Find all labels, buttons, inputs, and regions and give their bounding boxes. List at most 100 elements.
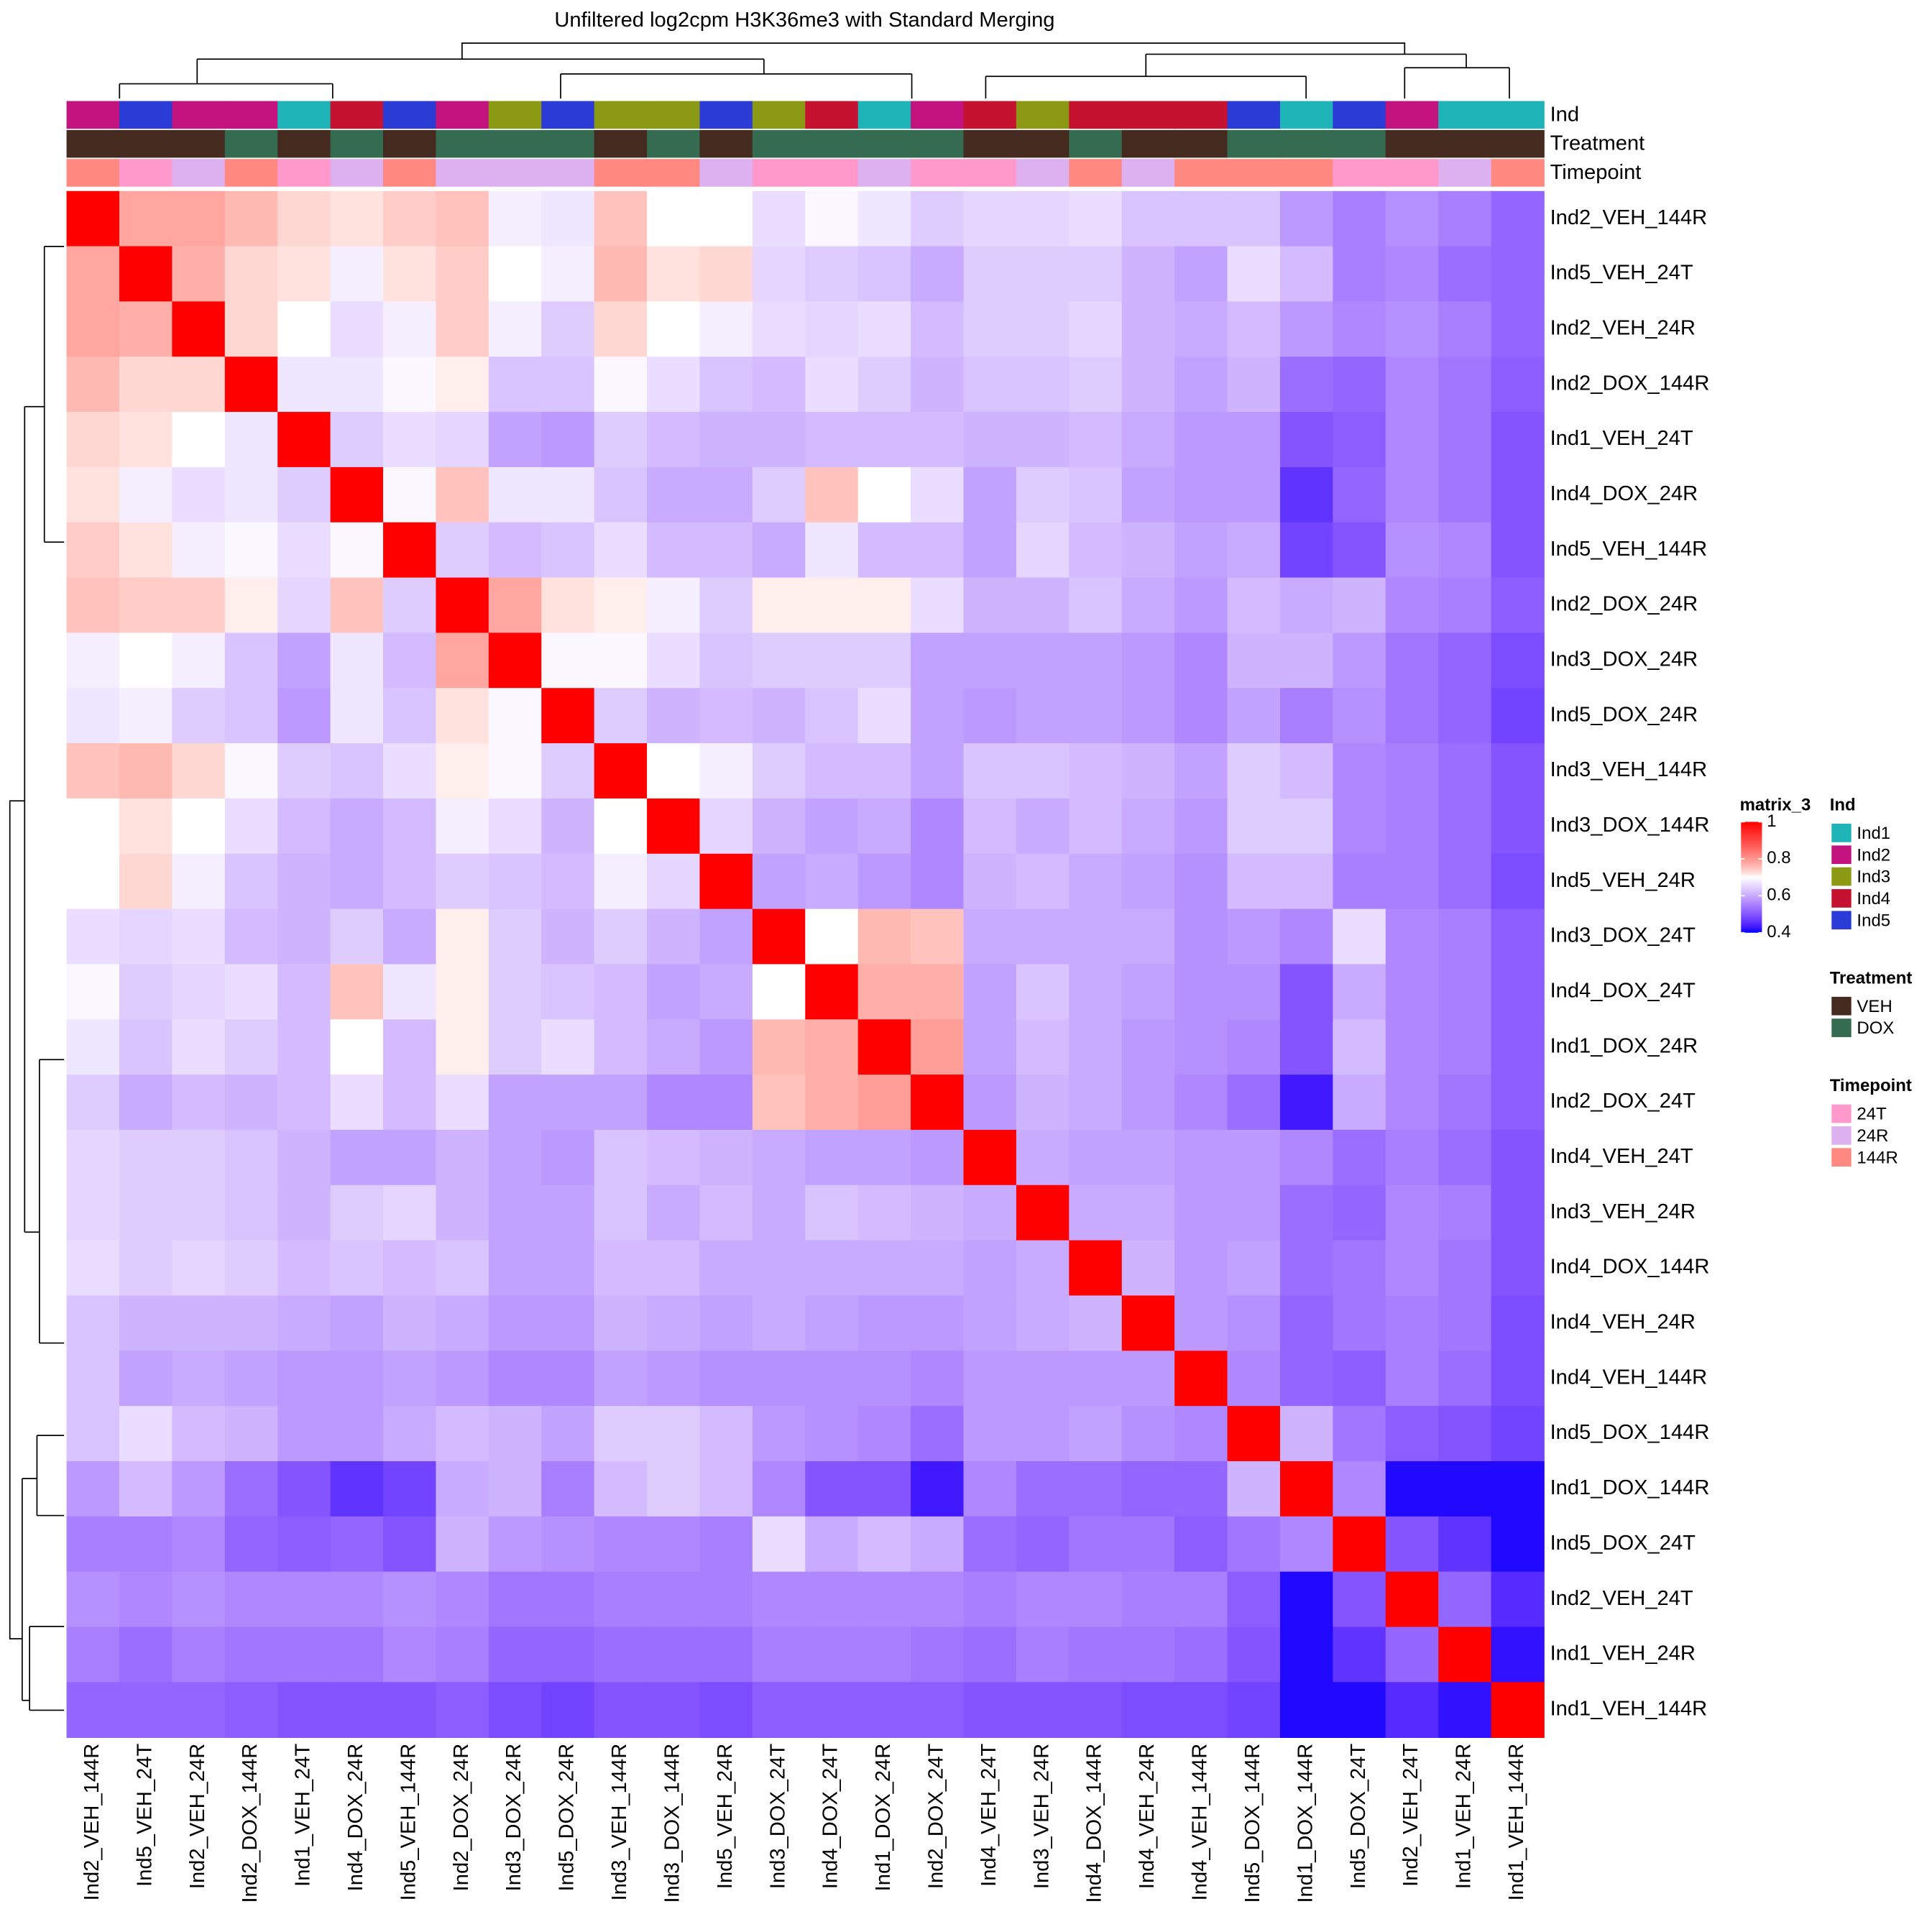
heatmap-cell — [1227, 356, 1281, 413]
heatmap-cell — [594, 1075, 648, 1131]
heatmap-cell — [1069, 1240, 1123, 1297]
heatmap-cell — [1279, 1571, 1334, 1628]
heatmap-cell — [699, 246, 753, 303]
row-label: Ind2_VEH_144R — [1550, 206, 1708, 229]
column-label: Ind1_DOX_24R — [872, 1744, 895, 1892]
heatmap-cell — [330, 246, 384, 303]
heatmap-cell — [1438, 1351, 1492, 1407]
heatmap-cell — [594, 1184, 648, 1241]
heatmap-cell — [647, 577, 701, 634]
heatmap-cell — [699, 301, 753, 358]
annotation-cell — [119, 101, 173, 129]
heatmap-cell — [1121, 1129, 1175, 1186]
heatmap-cell — [1069, 246, 1123, 303]
annotation-cell — [1438, 129, 1492, 158]
heatmap-cell — [330, 632, 384, 689]
heatmap-cell — [1227, 1460, 1281, 1517]
heatmap-cell — [752, 466, 806, 523]
heatmap-cell — [1069, 412, 1123, 468]
annotation-cell — [594, 129, 648, 158]
heatmap-cell — [172, 1460, 226, 1517]
heatmap-cell — [1491, 1129, 1545, 1186]
heatmap-cell — [752, 688, 806, 744]
heatmap-cell — [1385, 1571, 1440, 1628]
heatmap-cell — [594, 1460, 648, 1517]
heatmap-cell — [1016, 853, 1070, 910]
heatmap-cell — [1438, 1406, 1492, 1462]
heatmap-cell — [1491, 412, 1545, 468]
heatmap-cell — [1279, 853, 1334, 910]
heatmap-cell — [963, 1295, 1017, 1352]
heatmap-cell — [647, 1406, 701, 1462]
heatmap-cell — [699, 522, 753, 579]
legend-label: Ind4 — [1857, 889, 1890, 908]
heatmap-cell — [488, 1184, 543, 1241]
heatmap-cell — [1385, 1129, 1440, 1186]
annotation-cell — [277, 159, 331, 187]
heatmap-cell — [594, 1129, 648, 1186]
row-label: Ind1_DOX_24R — [1550, 1034, 1698, 1057]
heatmap-cell — [224, 1460, 279, 1517]
annotation-cell — [857, 101, 911, 129]
heatmap-cell — [1438, 632, 1492, 689]
heatmap-cell — [488, 1406, 543, 1462]
heatmap-cell — [1227, 1129, 1281, 1186]
heatmap-cell — [911, 1516, 965, 1573]
heatmap-cell — [963, 1184, 1017, 1241]
heatmap-cell — [699, 1075, 753, 1131]
heatmap-cell — [330, 412, 384, 468]
heatmap-cell — [699, 1295, 753, 1352]
color-bar — [1741, 822, 1762, 933]
heatmap-cell — [541, 632, 595, 689]
heatmap-cell — [1333, 466, 1386, 523]
heatmap-cell — [647, 356, 701, 413]
heatmap-cell — [1491, 1460, 1545, 1517]
heatmap-cell — [119, 1460, 173, 1517]
heatmap-cell — [277, 688, 331, 744]
heatmap-cell — [1491, 1019, 1545, 1075]
column-label: Ind4_VEH_24T — [978, 1744, 1000, 1887]
heatmap-cell — [1174, 1516, 1228, 1573]
heatmap-cell — [224, 1516, 279, 1573]
heatmap-cell — [911, 356, 965, 413]
heatmap-cell — [119, 1075, 173, 1131]
heatmap-cell — [1069, 1516, 1123, 1573]
heatmap-cell — [488, 798, 543, 855]
heatmap-cell — [330, 577, 384, 634]
heatmap-cell — [1016, 1351, 1070, 1407]
heatmap-cell — [436, 1184, 489, 1241]
heatmap-cell — [752, 1516, 806, 1573]
heatmap-cell — [805, 908, 859, 965]
annotation-cell — [857, 129, 911, 158]
heatmap-cell — [1174, 1240, 1228, 1297]
heatmap-cell — [436, 577, 489, 634]
annotation-cell — [1279, 101, 1334, 129]
heatmap-cell — [488, 632, 543, 689]
heatmap-cell — [963, 964, 1017, 1021]
heatmap-cell — [1174, 190, 1228, 247]
heatmap-cell — [647, 246, 701, 303]
heatmap-cell — [1333, 853, 1386, 910]
heatmap-cell — [1121, 1240, 1175, 1297]
heatmap-cell — [1279, 1075, 1334, 1131]
heatmap-cell — [436, 1351, 489, 1407]
heatmap-cell — [805, 1571, 859, 1628]
heatmap-cell — [1385, 1460, 1440, 1517]
heatmap-cell — [1069, 743, 1123, 799]
heatmap-cell — [383, 1240, 437, 1297]
heatmap-cell — [66, 853, 120, 910]
heatmap-cell — [1385, 246, 1440, 303]
heatmap-cell — [1121, 798, 1175, 855]
heatmap-cell — [436, 246, 489, 303]
heatmap-cell — [488, 1516, 543, 1573]
heatmap-cell — [1279, 1351, 1334, 1407]
legend-label: Ind3 — [1857, 868, 1890, 887]
heatmap-cell — [224, 1019, 279, 1075]
heatmap-cell — [330, 1627, 384, 1683]
heatmap-cell — [541, 964, 595, 1021]
column-label: Ind2_VEH_24T — [1399, 1744, 1422, 1887]
heatmap-cell — [1016, 190, 1070, 247]
heatmap-cell — [1069, 1019, 1123, 1075]
heatmap-cell — [1279, 1019, 1334, 1075]
heatmap-cell — [488, 743, 543, 799]
